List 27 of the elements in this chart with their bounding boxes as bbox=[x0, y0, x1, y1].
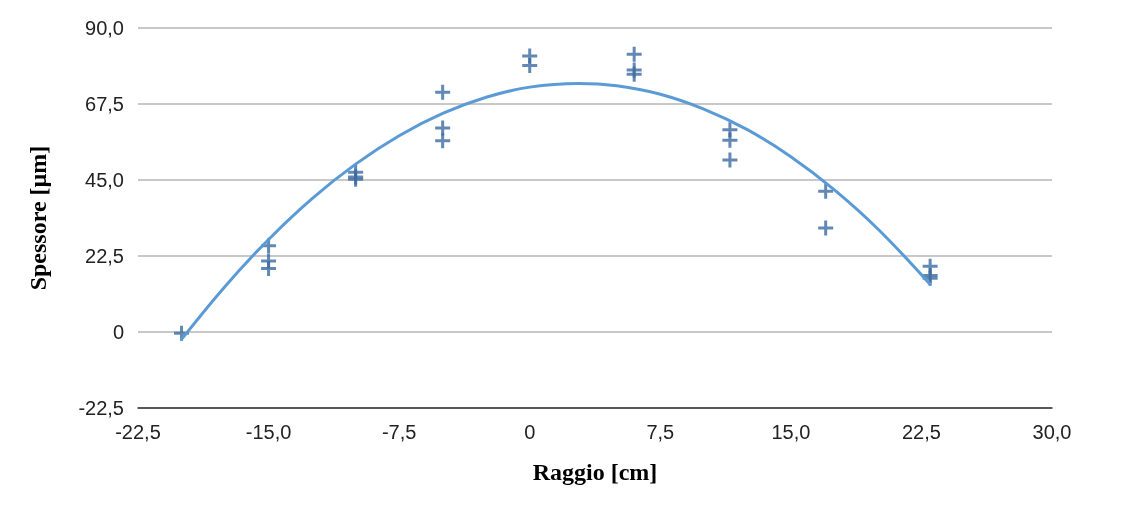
point bbox=[626, 66, 642, 82]
point bbox=[818, 183, 834, 199]
y-tick-label: 90,0 bbox=[85, 17, 124, 39]
x-tick-label: -22,5 bbox=[115, 421, 161, 443]
x-tick-label: 7,5 bbox=[646, 421, 675, 443]
point bbox=[626, 46, 642, 62]
x-tick-label: -7,5 bbox=[381, 421, 417, 443]
point bbox=[722, 132, 738, 148]
y-tick-label: 22,5 bbox=[85, 245, 124, 267]
point bbox=[435, 84, 451, 100]
x-tick-label: 0 bbox=[524, 421, 536, 443]
y-tick-label: 0 bbox=[112, 321, 124, 343]
point bbox=[435, 133, 451, 149]
x-tick-label: 15,0 bbox=[771, 421, 811, 443]
x-tick-label: 30,0 bbox=[1032, 421, 1072, 443]
y-tick-label: 67,5 bbox=[85, 93, 124, 115]
point bbox=[261, 261, 277, 276]
y-tick-label: 45,0 bbox=[85, 169, 124, 191]
point bbox=[522, 57, 538, 73]
x-tick-label: 22,5 bbox=[901, 421, 941, 443]
x-axis-title: Raggio [cm] bbox=[532, 459, 658, 485]
point bbox=[818, 220, 834, 236]
point bbox=[722, 152, 738, 168]
x-tick-label: -15,0 bbox=[245, 421, 292, 443]
y-tick-label: -22,5 bbox=[78, 397, 124, 419]
y-axis-title: Spessore [µm] bbox=[25, 145, 51, 291]
point bbox=[435, 120, 451, 136]
